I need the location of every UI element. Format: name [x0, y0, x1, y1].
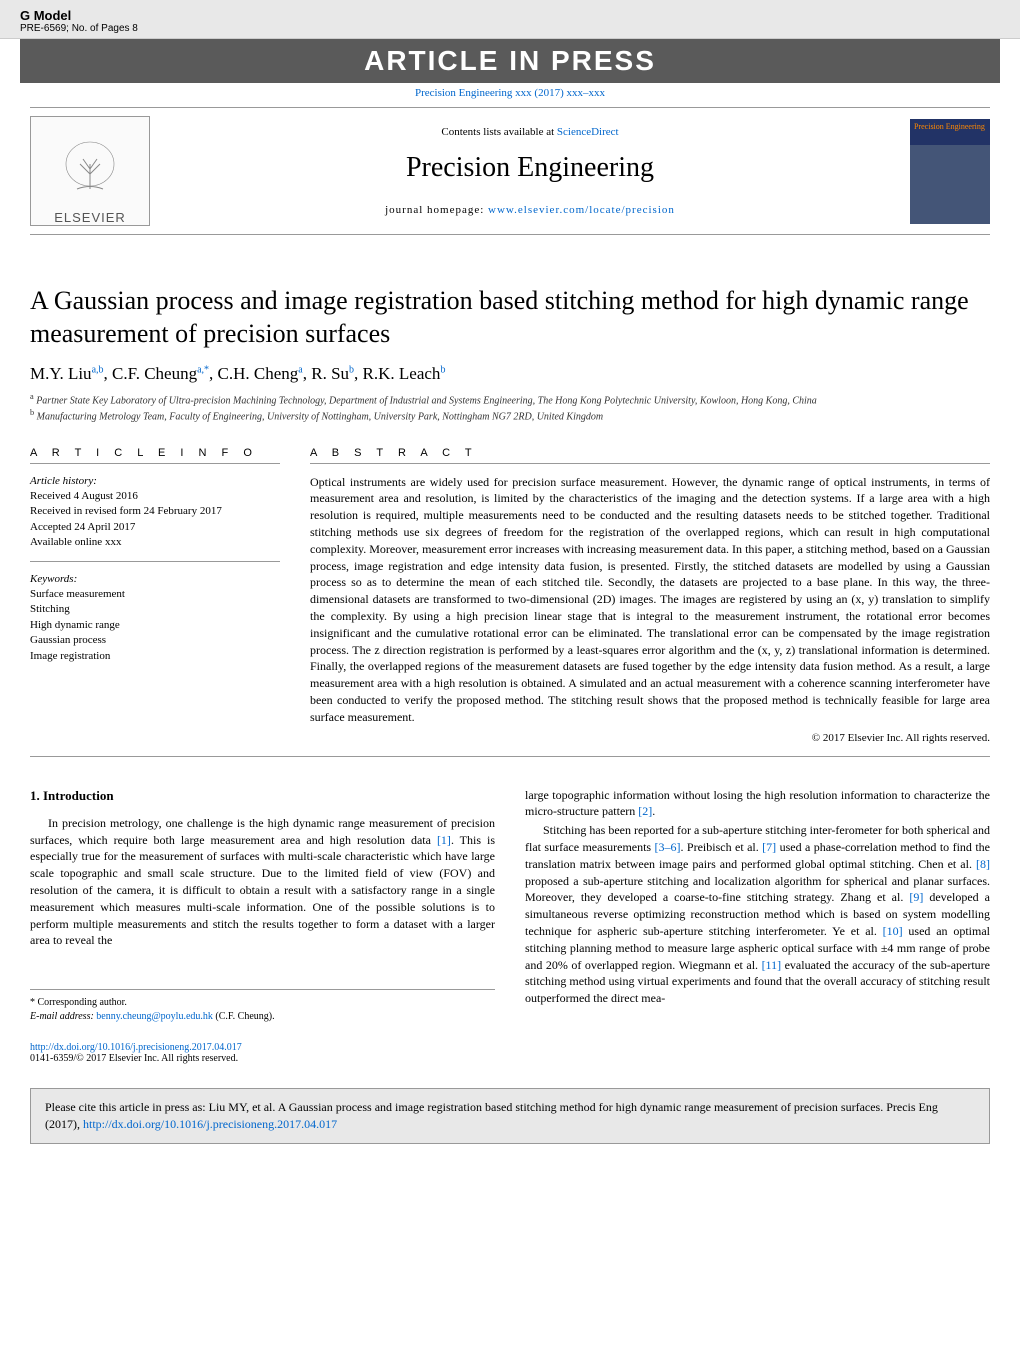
- affil-b-text: Manufacturing Metrology Team, Faculty of…: [37, 412, 603, 423]
- keyword-4: Gaussian process: [30, 634, 106, 646]
- article-info-header: A R T I C L E I N F O: [30, 447, 280, 464]
- author-1: M.Y. Liu: [30, 364, 92, 383]
- elsevier-tree-icon: [55, 134, 125, 204]
- homepage-link[interactable]: www.elsevier.com/locate/precision: [488, 204, 675, 216]
- pre-code: PRE-6569; No. of Pages 8: [20, 23, 1000, 34]
- author-2: C.F. Cheung: [112, 364, 197, 383]
- top-citation: Precision Engineering xxx (2017) xxx–xxx: [0, 87, 1020, 99]
- cite-10[interactable]: [10]: [883, 924, 903, 938]
- author-4-sup: b: [349, 364, 354, 375]
- homepage-prefix: journal homepage:: [385, 204, 488, 216]
- info-abstract-row: A R T I C L E I N F O Article history: R…: [30, 447, 990, 744]
- author-1-sup: a,b: [92, 364, 104, 375]
- author-5: R.K. Leach: [363, 364, 441, 383]
- article-history: Article history: Received 4 August 2016 …: [30, 474, 280, 551]
- elsevier-name: ELSEVIER: [54, 210, 126, 225]
- intro-p1a: In precision metrology, one challenge is…: [30, 816, 495, 847]
- doi-link[interactable]: http://dx.doi.org/10.1016/j.precisioneng…: [30, 1042, 242, 1053]
- cite-7[interactable]: [7]: [762, 840, 776, 854]
- info-separator: [30, 561, 280, 562]
- journal-title: Precision Engineering: [150, 152, 910, 184]
- corr-email[interactable]: benny.cheung@poylu.edu.hk: [96, 1011, 213, 1022]
- revised-date: Received in revised form 24 February 201…: [30, 505, 222, 517]
- intro-heading: 1. Introduction: [30, 787, 495, 805]
- intro-p3b: . Preibisch et al.: [681, 840, 763, 854]
- history-label: Article history:: [30, 475, 97, 487]
- issn-line: 0141-6359/© 2017 Elsevier Inc. All right…: [30, 1053, 238, 1064]
- intro-p1b: . This is especially true for the measur…: [30, 833, 495, 948]
- keyword-3: High dynamic range: [30, 619, 120, 631]
- article-title: A Gaussian process and image registratio…: [30, 285, 990, 350]
- cite-1[interactable]: [1]: [437, 833, 451, 847]
- keyword-1: Surface measurement: [30, 588, 125, 600]
- cover-title: Precision Engineering: [914, 123, 986, 131]
- keyword-2: Stitching: [30, 603, 70, 615]
- doi-block: http://dx.doi.org/10.1016/j.precisioneng…: [30, 1042, 990, 1064]
- body-col-left: 1. Introduction In precision metrology, …: [30, 787, 495, 1025]
- body-col-right: large topographic information without lo…: [525, 787, 990, 1025]
- abstract-col: A B S T R A C T Optical instruments are …: [310, 447, 990, 744]
- cite-11[interactable]: [11]: [762, 958, 782, 972]
- top-citation-link[interactable]: Precision Engineering xxx (2017) xxx–xxx: [415, 87, 605, 99]
- sciencedirect-link[interactable]: ScienceDirect: [557, 126, 619, 138]
- received-date: Received 4 August 2016: [30, 490, 138, 502]
- affil-a-text: Partner State Key Laboratory of Ultra-pr…: [36, 395, 817, 406]
- keyword-5: Image registration: [30, 650, 110, 662]
- author-4: R. Su: [311, 364, 349, 383]
- cite-8[interactable]: [8]: [976, 857, 990, 871]
- abstract-text: Optical instruments are widely used for …: [310, 474, 990, 726]
- email-label: E-mail address:: [30, 1011, 96, 1022]
- body-columns: 1. Introduction In precision metrology, …: [30, 787, 990, 1025]
- accepted-date: Accepted 24 April 2017: [30, 521, 135, 533]
- corr-email-name: (C.F. Cheung).: [213, 1011, 275, 1022]
- citebox-link[interactable]: http://dx.doi.org/10.1016/j.precisioneng…: [83, 1117, 337, 1131]
- author-3-sup: a: [298, 364, 302, 375]
- cite-2[interactable]: [2]: [638, 804, 652, 818]
- article-info-col: A R T I C L E I N F O Article history: R…: [30, 447, 310, 744]
- affiliation-a: a Partner State Key Laboratory of Ultra-…: [30, 392, 990, 406]
- online-date: Available online xxx: [30, 536, 121, 548]
- intro-p2b: .: [652, 804, 655, 818]
- article-in-press-banner: ARTICLE IN PRESS: [20, 39, 1000, 83]
- author-3: C.H. Cheng: [218, 364, 299, 383]
- journal-header: ELSEVIER Contents lists available at Sci…: [30, 107, 990, 235]
- author-2-sup: a,*: [197, 364, 209, 375]
- contents-line: Contents lists available at ScienceDirec…: [150, 126, 910, 138]
- intro-p1: In precision metrology, one challenge is…: [30, 815, 495, 949]
- homepage-line: journal homepage: www.elsevier.com/locat…: [150, 204, 910, 216]
- abstract-copyright: © 2017 Elsevier Inc. All rights reserved…: [310, 732, 990, 744]
- author-5-sup: b: [440, 364, 445, 375]
- intro-p2a: large topographic information without lo…: [525, 788, 990, 819]
- author-list: M.Y. Liua,b, C.F. Cheunga,*, C.H. Chenga…: [30, 364, 990, 384]
- elsevier-logo: ELSEVIER: [30, 116, 150, 226]
- intro-p3: Stitching has been reported for a sub-ap…: [525, 822, 990, 1007]
- corresponding-footer: * Corresponding author. E-mail address: …: [30, 989, 495, 1024]
- journal-cover-thumb: Precision Engineering: [910, 119, 990, 224]
- contents-prefix: Contents lists available at: [441, 126, 556, 138]
- affiliation-b: b Manufacturing Metrology Team, Faculty …: [30, 408, 990, 422]
- cite-box: Please cite this article in press as: Li…: [30, 1088, 990, 1144]
- cite-3-6[interactable]: [3–6]: [655, 840, 681, 854]
- gmodel-label: G Model: [20, 8, 1000, 23]
- keywords-block: Keywords: Surface measurement Stitching …: [30, 572, 280, 664]
- journal-center: Contents lists available at ScienceDirec…: [150, 126, 910, 216]
- abstract-bottom-rule: [30, 756, 990, 757]
- corr-label: * Corresponding author.: [30, 996, 495, 1010]
- intro-p2: large topographic information without lo…: [525, 787, 990, 821]
- abstract-header: A B S T R A C T: [310, 447, 990, 464]
- page-header: G Model PRE-6569; No. of Pages 8: [0, 0, 1020, 39]
- keywords-label: Keywords:: [30, 573, 77, 585]
- cite-9[interactable]: [9]: [909, 890, 923, 904]
